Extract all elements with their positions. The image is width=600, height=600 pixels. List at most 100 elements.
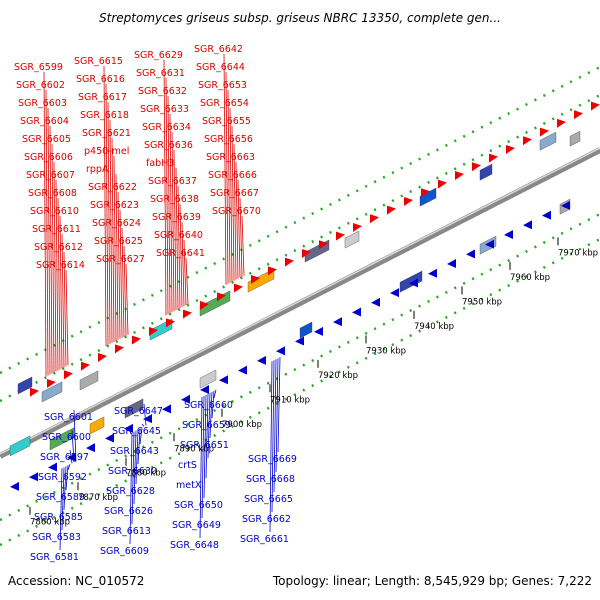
forward-gene-arrow xyxy=(336,231,345,241)
label-leader xyxy=(105,83,109,345)
tick-label: 7970 kbp xyxy=(558,248,598,258)
forward-track xyxy=(0,65,600,375)
feature-box xyxy=(479,163,493,181)
label-leader xyxy=(183,239,187,306)
reverse-gene-arrow xyxy=(276,346,285,356)
label-leader xyxy=(125,263,129,335)
gene-label: SGR_6606 xyxy=(24,152,73,163)
gene-label: SGR_6642 xyxy=(194,44,243,55)
forward-gene-arrow xyxy=(98,353,107,363)
gene-label: SGR_6611 xyxy=(32,224,81,235)
forward-gene-arrow xyxy=(30,387,39,397)
gene-label: SGR_6629 xyxy=(134,50,183,61)
reverse-gene-arrow xyxy=(466,249,475,259)
tick-label: 7860 kbp xyxy=(30,518,70,528)
gene-label: SGR_6604 xyxy=(20,116,69,127)
position-ticks: 7860 kbp 7870 kbp 7880 kbp 7890 kbp 7900 kbp… xyxy=(29,237,598,528)
gene-label: SGR_6617 xyxy=(78,92,127,103)
label-leader xyxy=(205,393,209,479)
forward-gene-arrow xyxy=(319,240,328,250)
gene-label: rppA xyxy=(86,164,109,175)
map-title: Streptomyces griseus subsp. griseus NBRC… xyxy=(99,11,501,25)
gene-label: SGR_6668 xyxy=(246,474,295,485)
label-leader xyxy=(113,155,117,341)
label-leader xyxy=(63,251,67,367)
feature-box xyxy=(89,416,105,435)
gene-label: SGR_6650 xyxy=(174,500,223,511)
reverse-gene-arrow xyxy=(219,375,228,385)
gene-label: SGR_6605 xyxy=(22,134,71,145)
gene-label: SGR_6602 xyxy=(16,80,65,91)
label-leader xyxy=(275,358,279,473)
forward-gene-arrow xyxy=(472,162,481,172)
label-leader xyxy=(241,215,245,276)
label-leader xyxy=(201,395,205,519)
gene-label: SGR_6654 xyxy=(200,98,249,109)
label-leader xyxy=(51,143,55,373)
bottom-reverse-track xyxy=(0,237,600,547)
label-leader xyxy=(225,71,229,284)
label-leader xyxy=(213,389,217,399)
forward-gene-labels: SGR_6599 SGR_6602 SGR_6603 SGR_6604 SGR_6605… xyxy=(14,44,261,271)
gene-label: SGR_6636 xyxy=(144,140,193,151)
tick-label: 7930 kbp xyxy=(366,346,406,356)
label-leader xyxy=(115,173,119,340)
label-leader xyxy=(59,468,63,551)
forward-gene-arrow xyxy=(370,214,379,224)
gene-label: SGR_6634 xyxy=(142,122,191,133)
feature-box xyxy=(41,381,63,403)
label-leader xyxy=(135,429,139,485)
gene-label: SGR_6628 xyxy=(106,486,155,497)
gene-label: SGR_6630 xyxy=(108,466,157,477)
gene-label: SGR_6648 xyxy=(170,540,219,551)
gene-label: SGR_6627 xyxy=(96,254,145,265)
gene-label: SGR_6662 xyxy=(242,514,291,525)
reverse-gene-arrow xyxy=(561,200,570,210)
gene-label: SGR_6670 xyxy=(212,206,261,217)
gene-label: SGR_6614 xyxy=(36,260,85,271)
gene-label: SGR_6647 xyxy=(114,406,163,417)
label-leader xyxy=(69,449,73,464)
gene-label: SGR_6631 xyxy=(136,68,185,79)
label-leader xyxy=(179,203,183,308)
feature-box xyxy=(17,376,33,395)
tick-label: 7940 kbp xyxy=(414,322,454,332)
gene-label: SGR_6585 xyxy=(34,512,83,523)
accession-text: Accession: NC_010572 xyxy=(8,574,144,588)
genome-backbone xyxy=(0,147,600,459)
gene-label: metX xyxy=(176,480,202,491)
gene-label: SGR_6660 xyxy=(184,400,233,411)
feature-box xyxy=(247,268,275,293)
gene-label: SGR_6640 xyxy=(154,230,203,241)
reverse-gene-arrow xyxy=(48,462,57,472)
label-leader xyxy=(165,77,169,315)
forward-gene-arrow xyxy=(183,309,192,319)
reverse-gene-arrow xyxy=(143,414,152,424)
forward-gene-arrow xyxy=(489,153,498,163)
forward-gene-arrow xyxy=(506,144,515,154)
label-leader xyxy=(137,428,141,465)
gene-label: SGR_6613 xyxy=(102,526,151,537)
label-leader xyxy=(67,464,71,471)
forward-label-leaders xyxy=(43,53,245,377)
gene-label: SGR_6638 xyxy=(150,194,199,205)
label-leader xyxy=(231,125,235,281)
gene-label: SGR_6589 xyxy=(36,492,85,503)
forward-gene-arrow xyxy=(132,335,141,345)
gene-label: SGR_6609 xyxy=(100,546,149,557)
forward-gene-arrow xyxy=(540,127,549,137)
gene-label: SGR_6633 xyxy=(140,104,189,115)
label-leader xyxy=(55,179,59,371)
label-leader xyxy=(169,113,173,313)
gene-label: SGR_6592 xyxy=(38,472,87,483)
label-leader xyxy=(141,423,145,427)
reverse-gene-arrow xyxy=(10,481,19,491)
forward-gene-arrow xyxy=(285,257,294,267)
forward-gene-arrow xyxy=(234,283,243,293)
gene-label: SGR_6639 xyxy=(152,212,201,223)
reverse-gene-arrow xyxy=(409,278,418,288)
gene-label: SGR_6656 xyxy=(204,134,253,145)
gene-label: SGR_6659 xyxy=(182,420,231,431)
label-leader xyxy=(59,215,63,369)
label-leader xyxy=(271,360,275,513)
